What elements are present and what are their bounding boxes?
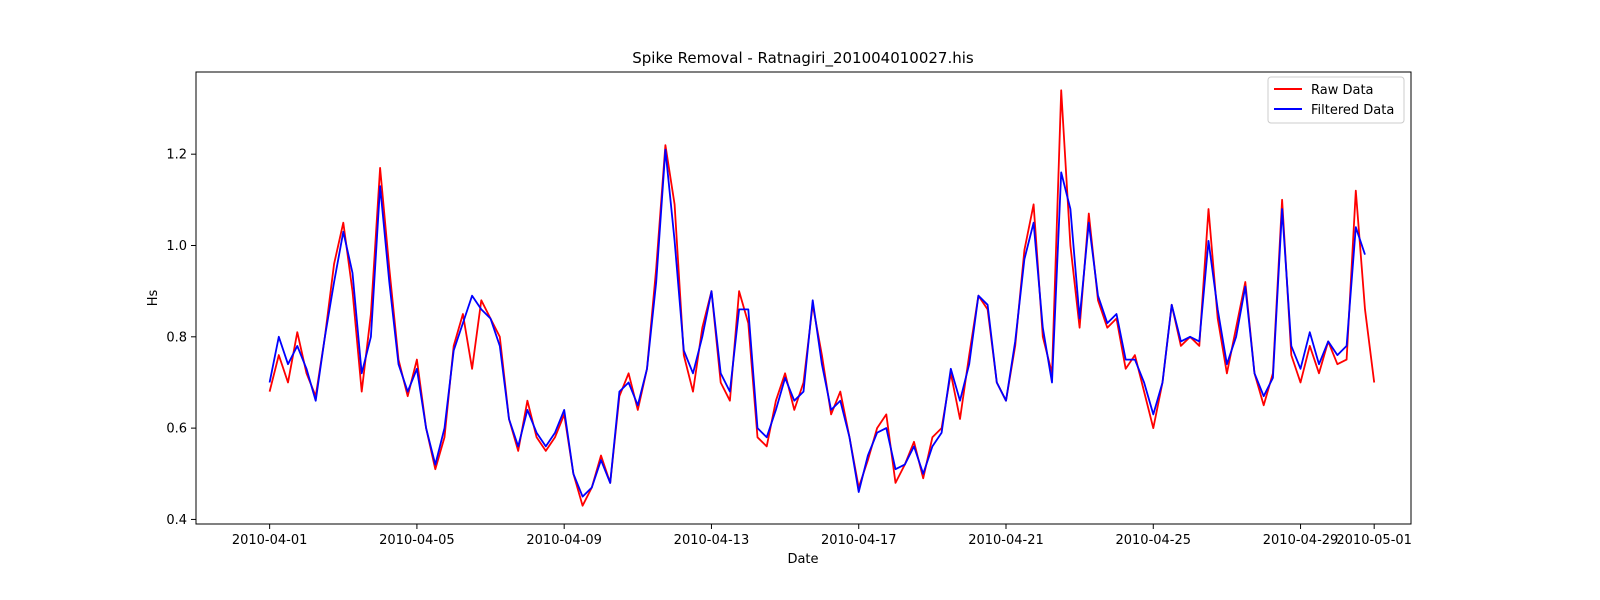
x-axis-label: Date bbox=[787, 552, 818, 567]
axes-frame bbox=[195, 71, 1412, 525]
x-tick-label: 2010-04-21 bbox=[968, 533, 1044, 548]
y-tick-label: 0.4 bbox=[166, 513, 187, 528]
chart-title: Spike Removal - Ratnagiri_201004010027.h… bbox=[632, 49, 974, 68]
legend: Raw Data Filtered Data bbox=[1267, 76, 1405, 124]
x-tick-label: 2010-04-25 bbox=[1115, 533, 1191, 548]
x-tick-label: 2010-04-17 bbox=[821, 533, 897, 548]
x-tick-label: 2010-04-13 bbox=[674, 533, 750, 548]
series-line-filtered-data bbox=[268, 148, 1366, 498]
y-tick-label: 0.6 bbox=[166, 422, 187, 437]
y-axis-ticks: 0.4 0.6 0.8 1.0 1.2 bbox=[166, 148, 196, 528]
x-tick-label: 2010-04-05 bbox=[379, 533, 455, 548]
y-tick-label: 1.2 bbox=[166, 148, 187, 163]
plot-series bbox=[268, 89, 1376, 507]
x-tick-label: 2010-04-09 bbox=[526, 533, 602, 548]
legend-label-raw-data: Raw Data bbox=[1311, 83, 1374, 98]
x-tick-label: 2010-05-01 bbox=[1336, 533, 1412, 548]
legend-label-filtered-data: Filtered Data bbox=[1311, 103, 1394, 118]
x-tick-label: 2010-04-29 bbox=[1263, 533, 1339, 548]
x-tick-label: 2010-04-01 bbox=[232, 533, 308, 548]
x-axis-ticks: 2010-04-01 2010-04-05 2010-04-09 2010-04-13… bbox=[232, 524, 1412, 548]
y-tick-label: 0.8 bbox=[166, 330, 187, 345]
y-axis-label: Hs bbox=[146, 290, 161, 307]
y-tick-label: 1.0 bbox=[166, 239, 187, 254]
